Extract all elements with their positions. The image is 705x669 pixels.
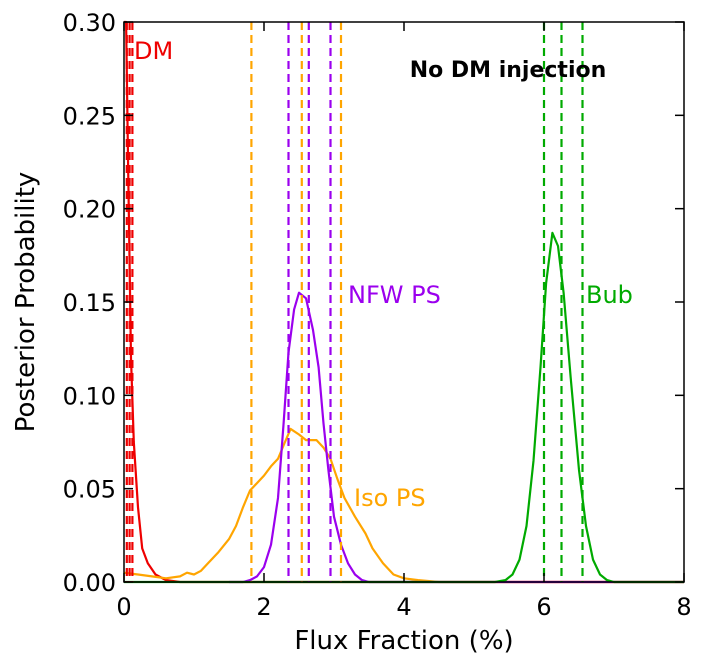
y-tick-label: 0.10 (63, 382, 116, 410)
y-tick-label: 0.15 (63, 289, 116, 317)
y-tick-label: 0.30 (63, 9, 116, 37)
x-axis-title: Flux Fraction (%) (294, 626, 513, 656)
x-tick-label: 0 (116, 593, 131, 621)
x-tick-label: 4 (396, 593, 411, 621)
label-iso-ps: Iso PS (354, 484, 426, 512)
label-nfw-ps: NFW PS (348, 281, 441, 309)
header-annotation: No DM injection (410, 58, 607, 83)
label-dm: DM (134, 37, 173, 65)
x-tick-label: 6 (536, 593, 551, 621)
tick-layer: 0 2 4 6 8 0.00 0.05 0.10 0.15 0.20 0.25 0.30 (63, 9, 692, 621)
series-line-nfw-ps (229, 291, 684, 584)
y-tick-label: 0.05 (63, 476, 116, 504)
series-line-bub (124, 231, 684, 584)
y-tick-label: 0.25 (63, 102, 116, 130)
x-tick-label: 2 (256, 593, 271, 621)
label-bub: Bub (586, 281, 633, 309)
y-axis-title: Posterior Probability (11, 172, 41, 433)
y-tick-label: 0.00 (63, 569, 116, 597)
x-tick-label: 8 (676, 593, 691, 621)
y-tick-label: 0.20 (63, 196, 116, 224)
